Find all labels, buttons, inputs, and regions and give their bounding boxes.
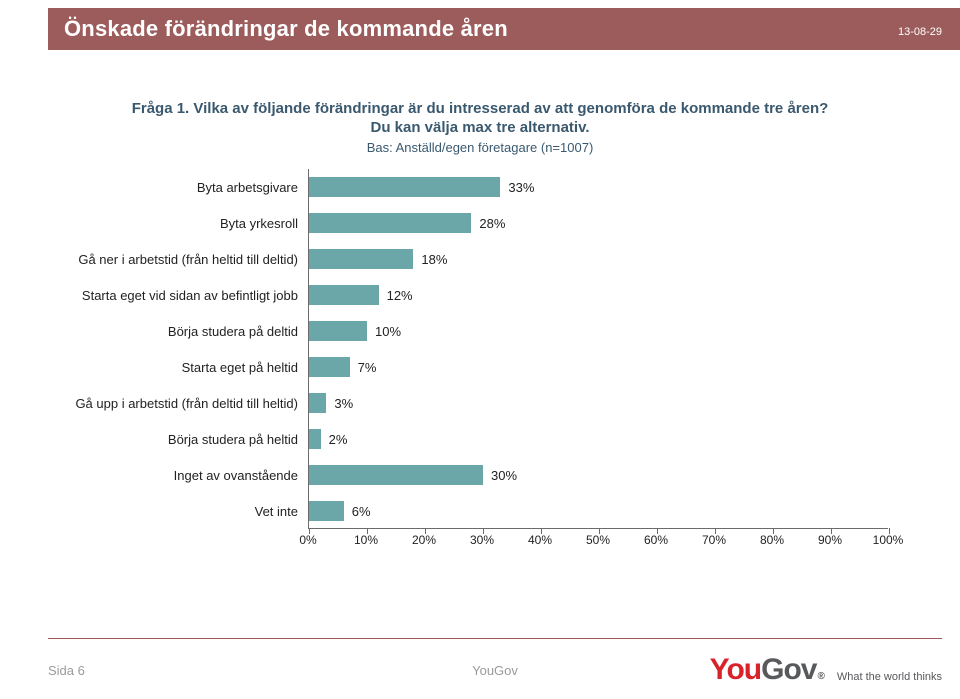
x-tick-label: 60% [644,533,668,547]
category-label: Starta eget vid sidan av befintligt jobb [48,277,308,313]
plot-area: 33% 28% 18% 12% 10% 7% 3% 2% 30% 6% [308,169,888,529]
bar-row: 2% [309,421,888,457]
footer-rule [48,638,942,639]
category-label: Byta yrkesroll [48,205,308,241]
x-tick-label: 30% [470,533,494,547]
category-label: Inget av ovanstående [48,457,308,493]
header: Önskade förändringar de kommande åren 13… [0,0,960,58]
bar [309,213,471,233]
footer-right: YouGov® What the world thinks [710,653,942,687]
page-number: Sida 6 [48,663,85,678]
category-label: Börja studera på heltid [48,421,308,457]
bar-value-label: 18% [421,252,447,267]
x-axis-labels: 0%10%20%30%40%50%60%70%80%90%100% [308,529,888,549]
bar-value-label: 6% [352,504,371,519]
bar-row: 3% [309,385,888,421]
question-line2: Du kan välja max tre alternativ. [48,119,912,136]
bar-value-label: 28% [479,216,505,231]
page-title: Önskade förändringar de kommande åren [64,16,508,42]
category-label: Gå upp i arbetstid (från deltid till hel… [48,385,308,421]
bar-value-label: 3% [334,396,353,411]
bar-row: 12% [309,277,888,313]
x-tick-label: 100% [873,533,904,547]
question-base: Bas: Anställd/egen företagare (n=1007) [48,140,912,155]
bar-row: 10% [309,313,888,349]
bar [309,501,344,521]
logo-part1: You [710,653,761,687]
x-tick-label: 80% [760,533,784,547]
logo-tagline: What the world thinks [837,671,942,687]
bar-value-label: 30% [491,468,517,483]
bar [309,429,321,449]
bar-chart: Byta arbetsgivareByta yrkesrollGå ner i … [48,169,912,549]
bar [309,393,326,413]
footer-center-label: YouGov [472,663,518,678]
x-tick-label: 20% [412,533,436,547]
bar-row: 30% [309,457,888,493]
bar-row: 18% [309,241,888,277]
bar-value-label: 2% [329,432,348,447]
bar-value-label: 33% [508,180,534,195]
x-tick-label: 70% [702,533,726,547]
bar-row: 6% [309,493,888,529]
x-tick-label: 50% [586,533,610,547]
bar-value-label: 10% [375,324,401,339]
bar [309,321,367,341]
logo-part2: Gov [761,653,816,687]
bar-row: 7% [309,349,888,385]
bar-row: 33% [309,169,888,205]
footer-row: Sida 6 YouGov YouGov® What the world thi… [48,653,942,687]
category-label: Gå ner i arbetstid (från heltid till del… [48,241,308,277]
x-tick-label: 40% [528,533,552,547]
category-label: Starta eget på heltid [48,349,308,385]
bar [309,177,500,197]
x-tick-label: 0% [299,533,316,547]
footer: Sida 6 YouGov YouGov® What the world thi… [48,638,942,687]
bar-value-label: 7% [358,360,377,375]
slide-page: Önskade förändringar de kommande åren 13… [0,0,960,699]
bar-value-label: 12% [387,288,413,303]
logo-registered: ® [817,671,824,682]
header-date: 13-08-29 [898,26,942,38]
question-block: Fråga 1. Vilka av följande förändringar … [48,100,912,155]
category-label: Vet inte [48,493,308,529]
bar [309,285,379,305]
yougov-logo: YouGov® [710,653,825,687]
body: Fråga 1. Vilka av följande förändringar … [0,58,960,699]
category-labels: Byta arbetsgivareByta yrkesrollGå ner i … [48,169,308,529]
category-label: Byta arbetsgivare [48,169,308,205]
bars-container: 33% 28% 18% 12% 10% 7% 3% 2% 30% 6% [309,169,888,529]
bar [309,465,483,485]
header-bar: Önskade förändringar de kommande åren 13… [48,8,960,50]
bar [309,357,350,377]
x-tick-label: 10% [354,533,378,547]
bar-row: 28% [309,205,888,241]
category-label: Börja studera på deltid [48,313,308,349]
question-line1: Fråga 1. Vilka av följande förändringar … [48,100,912,117]
x-tick-label: 90% [818,533,842,547]
bar [309,249,413,269]
